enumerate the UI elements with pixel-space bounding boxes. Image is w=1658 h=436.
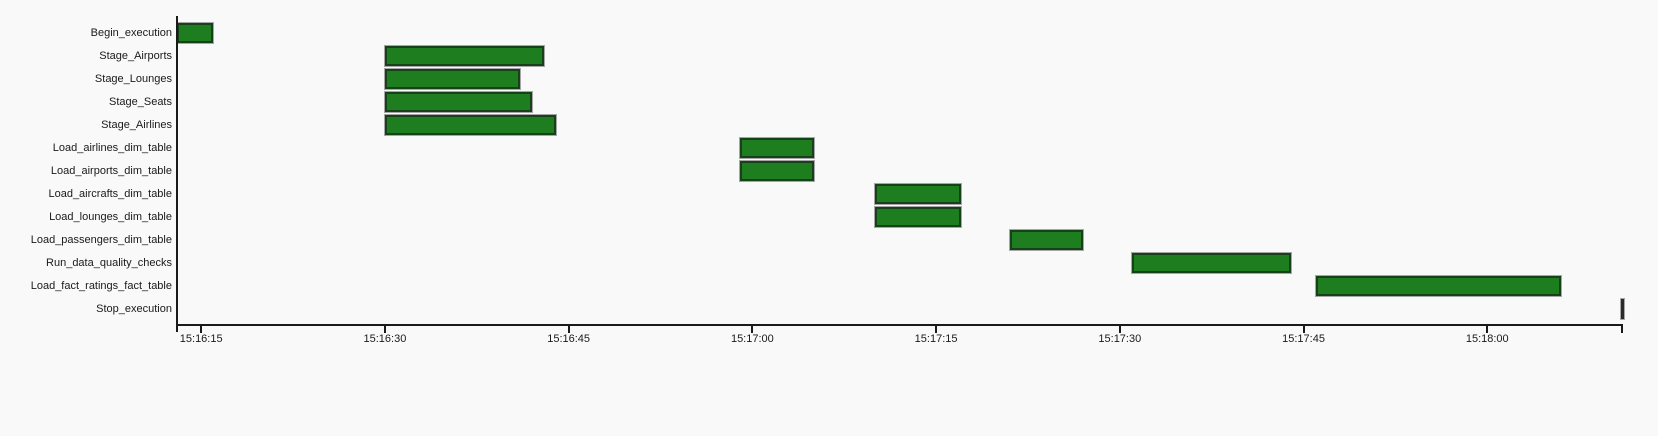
task-label: Stage_Lounges [94,73,172,85]
task-label: Begin_execution [90,27,172,39]
task-label: Stage_Airports [99,50,172,62]
x-tick-mark [935,326,938,333]
gantt-bar[interactable] [383,45,546,67]
task-label: Run_data_quality_checks [46,257,172,269]
x-tick-label: 15:16:15 [179,333,223,345]
gantt-bar[interactable] [383,114,558,136]
gantt-bar[interactable] [1131,252,1293,274]
task-label: Load_airlines_dim_table [52,142,172,154]
x-tick-mark [1118,326,1121,333]
task-label: Stage_Seats [109,96,172,108]
x-tick-label: 15:17:15 [914,333,958,345]
x-axis-end-tick [1621,326,1623,333]
x-tick-label: 15:16:30 [363,333,407,345]
x-tick-mark [567,326,570,333]
task-label: Load_lounges_dim_table [49,211,172,223]
x-tick-mark [751,326,754,333]
x-tick-label: 15:16:45 [547,333,591,345]
gantt-bar[interactable] [383,68,521,90]
task-label: Load_airports_dim_table [50,165,172,177]
x-tick-mark [1302,326,1305,333]
task-label: Load_passengers_dim_table [30,234,172,246]
gantt-bar[interactable] [873,183,962,205]
x-tick-label: 15:18:00 [1465,333,1509,345]
gantt-bar[interactable] [1314,275,1562,297]
x-tick-label: 15:17:00 [730,333,774,345]
gantt-bar[interactable] [873,206,962,228]
x-tick-label: 15:17:30 [1098,333,1142,345]
gantt-bar[interactable] [175,22,215,44]
task-label: Stop_execution [96,303,172,315]
y-axis-line [175,16,178,332]
x-axis-line [175,324,1623,326]
gantt-bar[interactable] [739,137,815,159]
gantt-bar[interactable] [383,91,533,113]
gantt-bar[interactable] [1619,298,1625,320]
x-tick-mark [1486,326,1489,333]
gantt-bar[interactable] [739,160,815,182]
task-label: Load_fact_ratings_fact_table [30,280,172,292]
x-tick-label: 15:17:45 [1282,333,1325,345]
x-tick-mark [200,326,203,333]
gantt-bar[interactable] [1008,229,1085,251]
task-label: Load_aircrafts_dim_table [48,188,172,200]
x-tick-mark [383,326,386,333]
task-label: Stage_Airlines [101,119,172,131]
